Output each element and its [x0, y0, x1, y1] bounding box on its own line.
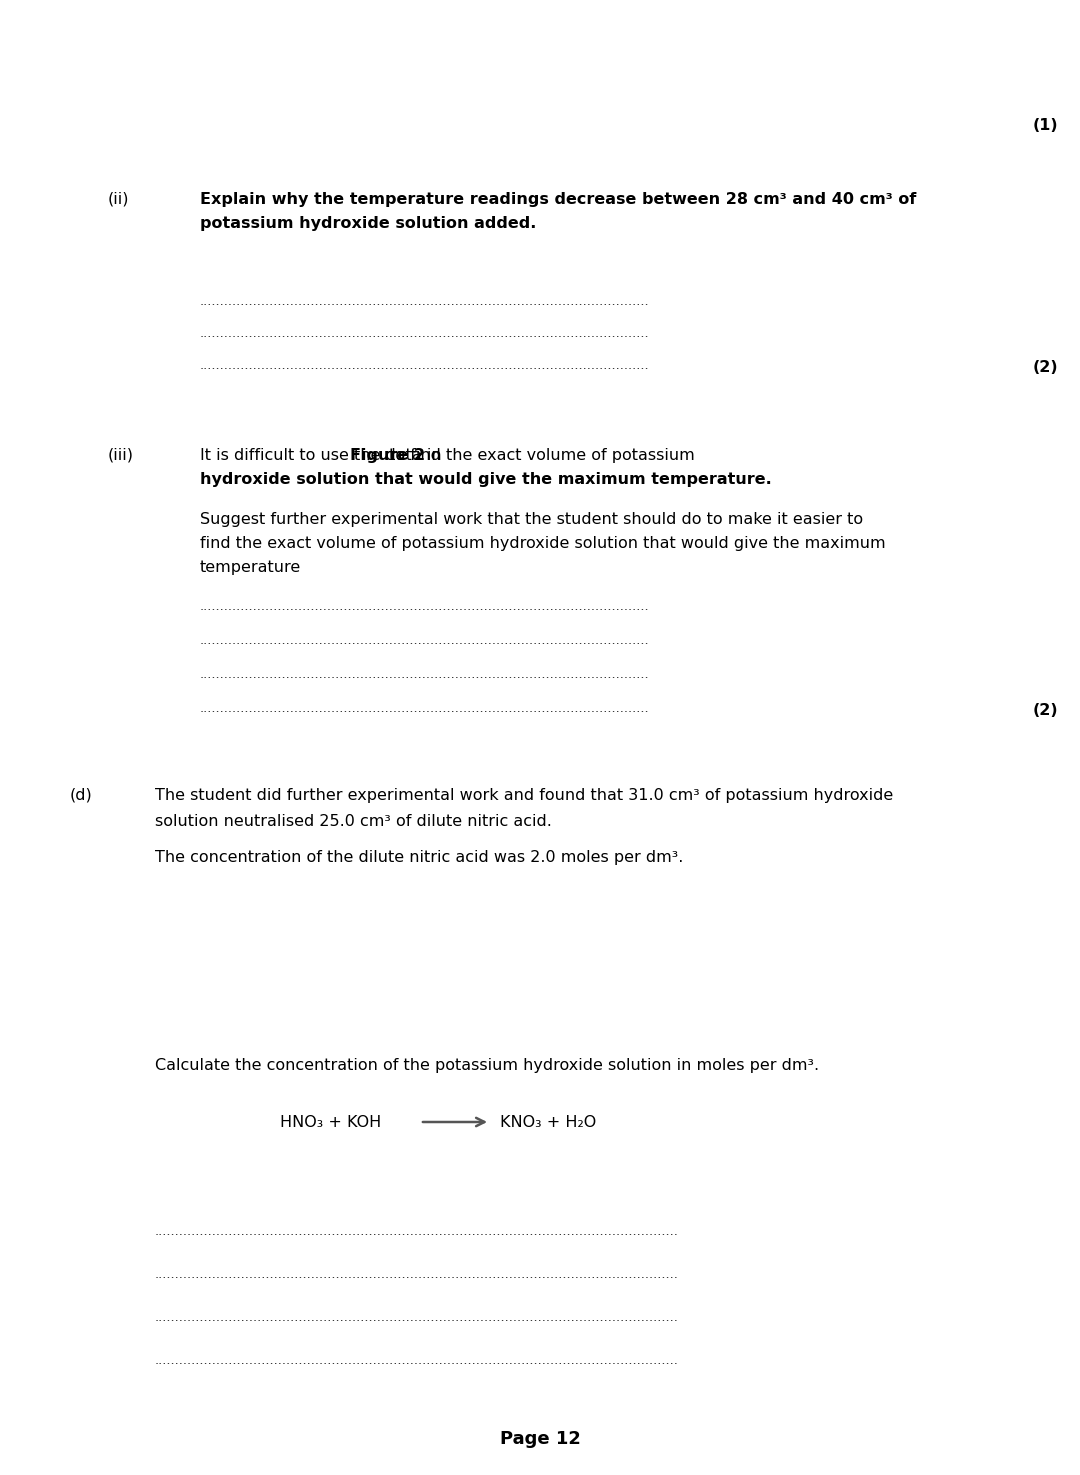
Text: Suggest further experimental work that the student should do to make it easier t: Suggest further experimental work that t…	[200, 512, 863, 527]
Text: (ii): (ii)	[108, 192, 130, 206]
Text: ................................................................................: ........................................…	[200, 295, 650, 308]
Text: ................................................................................: ........................................…	[200, 327, 650, 341]
Text: ................................................................................: ........................................…	[200, 634, 650, 648]
Text: The concentration of the dilute nitric acid was 2.0 moles per dm³.: The concentration of the dilute nitric a…	[156, 850, 684, 864]
Text: (2): (2)	[1032, 360, 1057, 375]
Text: HNO₃ + KOH: HNO₃ + KOH	[280, 1115, 381, 1130]
Text: ................................................................................: ........................................…	[200, 702, 650, 715]
Text: solution neutralised 25.0 cm³ of dilute nitric acid.: solution neutralised 25.0 cm³ of dilute …	[156, 814, 552, 829]
Text: ................................................................................: ........................................…	[200, 358, 650, 372]
Text: Page 12: Page 12	[500, 1429, 580, 1448]
Text: (1): (1)	[1032, 118, 1057, 133]
Text: temperature: temperature	[200, 560, 301, 575]
Text: The student did further experimental work and found that 31.0 cm³ of potassium h: The student did further experimental wor…	[156, 788, 893, 802]
Text: (iii): (iii)	[108, 448, 134, 463]
Text: KNO₃ + H₂O: KNO₃ + H₂O	[500, 1115, 596, 1130]
Text: ................................................................................: ........................................…	[200, 668, 650, 681]
Text: hydroxide solution that would give the maximum temperature.: hydroxide solution that would give the m…	[200, 472, 772, 487]
Text: to find the exact volume of potassium: to find the exact volume of potassium	[384, 448, 694, 463]
Text: Figure 2: Figure 2	[350, 448, 424, 463]
Text: It is difficult to use the data in: It is difficult to use the data in	[200, 448, 447, 463]
Text: ................................................................................: ........................................…	[200, 600, 650, 614]
Text: Explain why the temperature readings decrease between 28 cm³ and 40 cm³ of: Explain why the temperature readings dec…	[200, 192, 916, 206]
Text: Calculate the concentration of the potassium hydroxide solution in moles per dm³: Calculate the concentration of the potas…	[156, 1058, 819, 1072]
Text: (d): (d)	[70, 788, 93, 802]
Text: find the exact volume of potassium hydroxide solution that would give the maximu: find the exact volume of potassium hydro…	[200, 535, 886, 552]
Text: potassium hydroxide solution added.: potassium hydroxide solution added.	[200, 215, 537, 232]
Text: ................................................................................: ........................................…	[156, 1226, 679, 1238]
Text: (2): (2)	[1032, 704, 1057, 718]
Text: ................................................................................: ........................................…	[156, 1268, 679, 1280]
Text: ................................................................................: ........................................…	[156, 1354, 679, 1367]
Text: ................................................................................: ........................................…	[156, 1311, 679, 1325]
